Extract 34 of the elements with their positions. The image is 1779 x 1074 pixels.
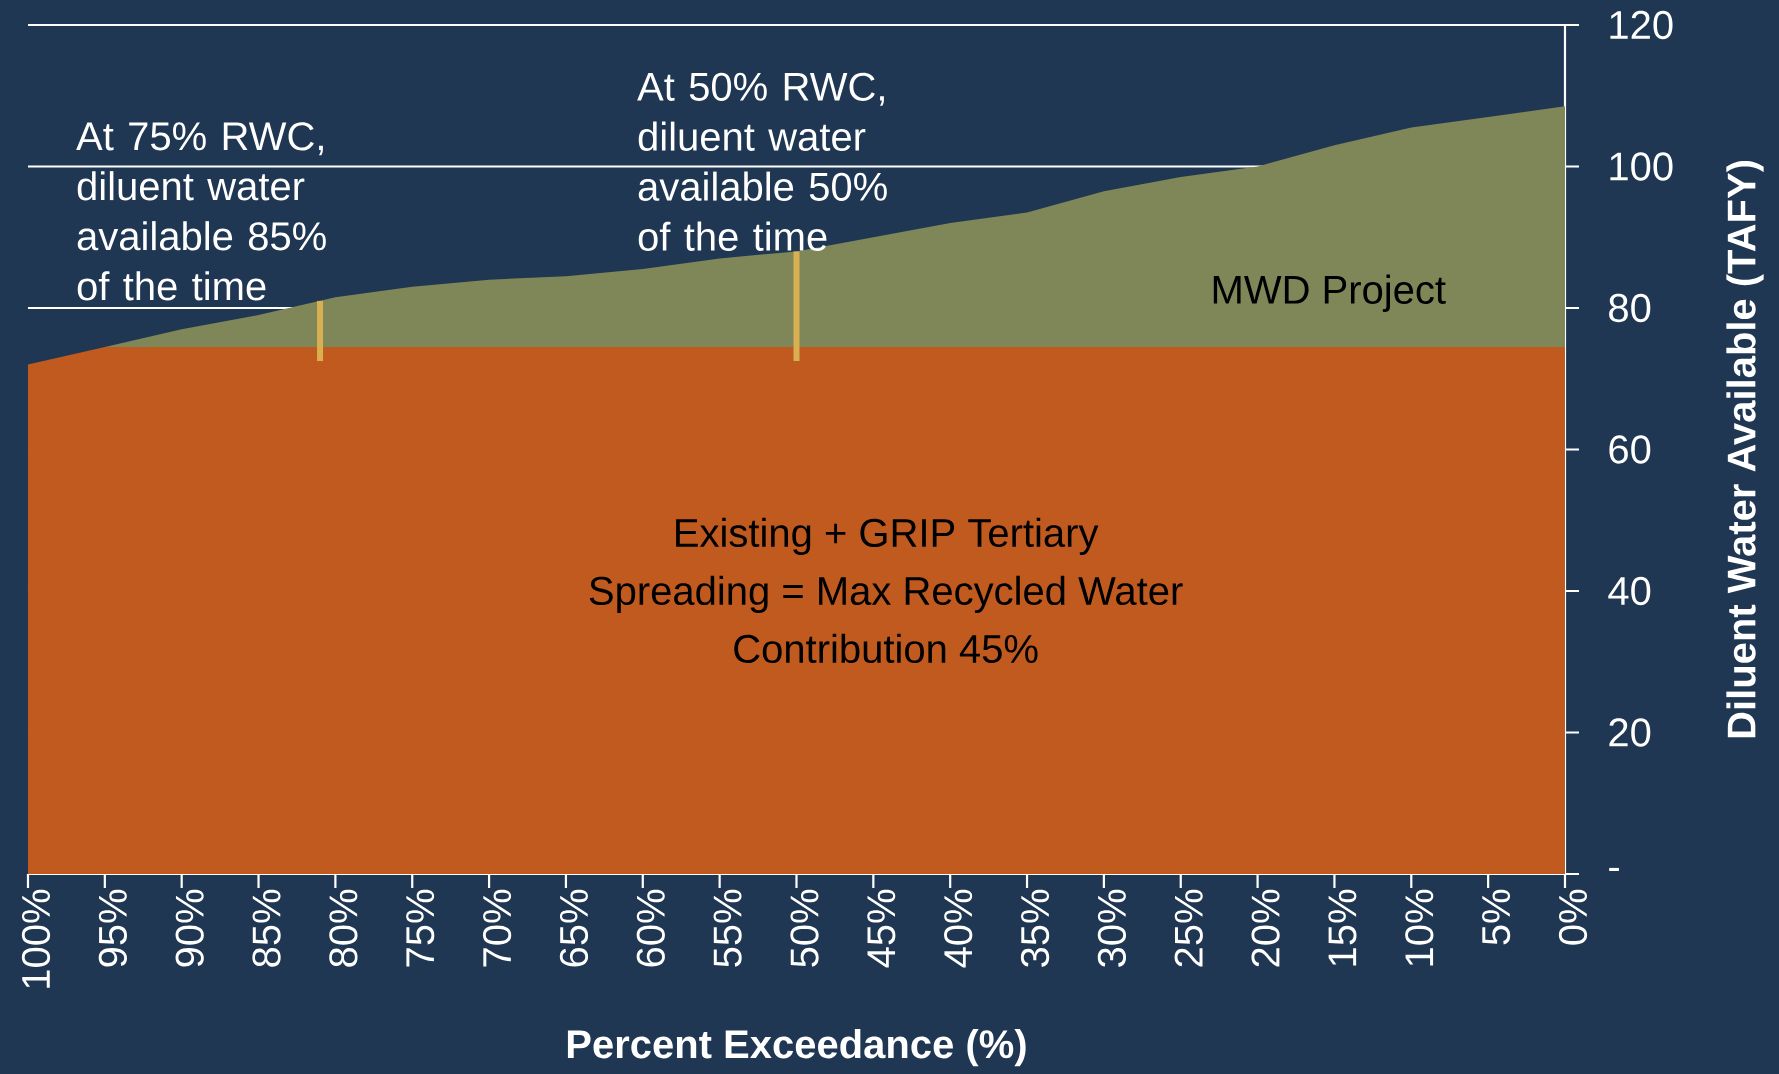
- x-tick-label: 70%: [482, 889, 512, 967]
- x-tick-label: 35%: [1020, 889, 1050, 967]
- x-tick-label: 5%: [1482, 889, 1511, 945]
- y-tick-label: 20: [1609, 718, 1651, 747]
- y-tick-label: -: [1609, 867, 1619, 872]
- series-label: MWD Project: [1213, 274, 1446, 312]
- x-tick-label: 40%: [944, 889, 973, 968]
- x-axis-title: Percent Exceedance (%): [567, 1029, 1026, 1067]
- x-tick-label: 85%: [252, 889, 281, 967]
- x-tick-label: 65%: [559, 889, 589, 967]
- x-tick-label: 95%: [98, 889, 127, 967]
- x-tick-label: 55%: [713, 889, 742, 967]
- x-tick-label: 10%: [1405, 889, 1434, 966]
- y-axis-title: Diluent Water Available (TAFY): [1726, 161, 1764, 738]
- x-tick-label: 60%: [636, 889, 665, 967]
- y-tick-label: 120: [1610, 10, 1673, 40]
- x-tick-label: 50%: [790, 889, 819, 967]
- x-tick-label: 25%: [1174, 889, 1203, 967]
- y-tick-label: 100: [1610, 152, 1673, 181]
- y-tick-label: 80: [1609, 293, 1651, 323]
- x-tick-label: 30%: [1097, 889, 1127, 967]
- y-tick-label: 40: [1608, 576, 1651, 606]
- x-tick-label: 0%: [1558, 889, 1588, 945]
- series-label: Existing + GRIP Tertiary Spreading = Max Recycled Water Contribution 45%: [589, 517, 1183, 664]
- annotation: At 75% RWC, diluent water available 85% of the time: [76, 122, 326, 301]
- x-tick-label: 45%: [867, 889, 896, 968]
- x-tick-label: 90%: [175, 889, 204, 967]
- x-tick-label: 75%: [406, 889, 435, 967]
- y-tick-label: 60: [1609, 435, 1651, 464]
- x-tick-label: 20%: [1251, 889, 1280, 967]
- x-tick-label: 80%: [329, 889, 358, 967]
- annotation: At 50% RWC, diluent water available 50% of the time: [637, 72, 887, 251]
- x-tick-label: 15%: [1328, 889, 1357, 966]
- x-tick-label: 100%: [21, 889, 51, 988]
